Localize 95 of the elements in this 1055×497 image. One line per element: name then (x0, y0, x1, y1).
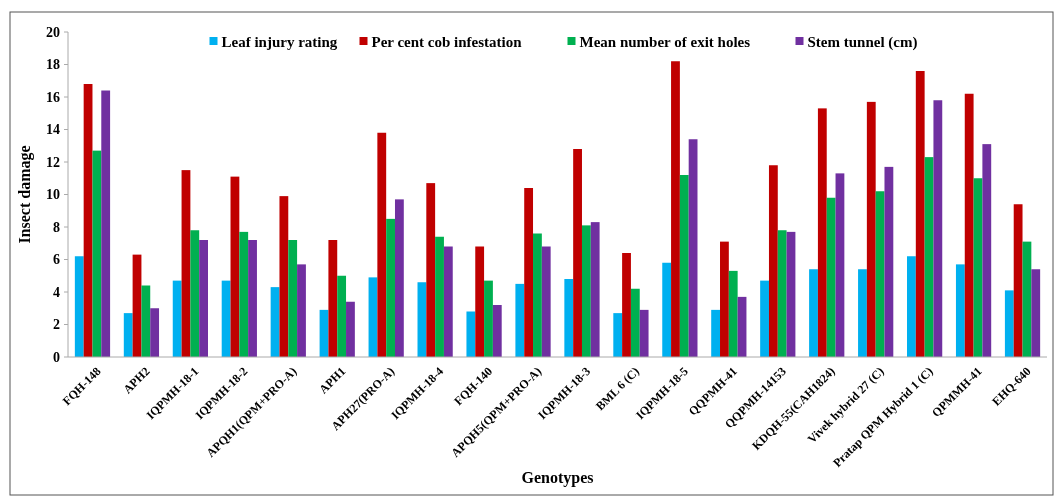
bar (573, 149, 582, 357)
bar (181, 170, 191, 357)
bar (435, 236, 444, 357)
legend-label: Mean number of exit holes (579, 34, 751, 51)
bar (728, 270, 738, 357)
bar (866, 101, 876, 357)
y-tick-label: 14 (46, 122, 60, 138)
bar (786, 231, 796, 357)
bar (221, 280, 231, 357)
bar (83, 84, 93, 357)
bar (817, 108, 827, 357)
bar (199, 240, 208, 357)
bar (858, 269, 867, 357)
legend-label: Per cent cob infestation (371, 34, 523, 51)
bar (150, 308, 160, 357)
bar (671, 61, 680, 357)
bar (622, 253, 631, 357)
bar (443, 246, 453, 357)
bar (132, 254, 142, 357)
y-tick-label: 4 (53, 284, 60, 300)
bar (279, 196, 289, 357)
bar (884, 166, 894, 357)
bar (581, 225, 591, 357)
bar (417, 282, 427, 357)
bar (679, 175, 689, 357)
bar (711, 309, 721, 357)
bar (337, 275, 347, 357)
bar (907, 256, 916, 357)
bar (835, 173, 845, 357)
bar (394, 199, 404, 357)
bar (662, 262, 672, 357)
bar (768, 165, 778, 357)
bar (92, 150, 102, 357)
bar (875, 191, 885, 357)
bar (777, 230, 787, 357)
bar (630, 288, 640, 357)
x-axis-title: Genotypes (521, 469, 594, 487)
bar (172, 280, 182, 357)
y-tick-label: 16 (46, 89, 60, 105)
legend-label: Leaf injury rating (221, 34, 338, 51)
bar (74, 256, 84, 357)
bar (973, 178, 983, 357)
bar (239, 231, 249, 357)
bar (492, 305, 502, 357)
y-tick-label: 12 (46, 154, 60, 170)
y-tick-label: 10 (46, 187, 60, 203)
bar (541, 246, 551, 357)
y-tick-label: 6 (53, 252, 60, 268)
y-axis-title: Insect damage (16, 145, 34, 244)
bar (933, 100, 943, 357)
bar (809, 269, 818, 357)
bar (426, 183, 436, 357)
bar (720, 241, 729, 357)
bar (466, 311, 476, 357)
bar (564, 279, 574, 357)
bar (1004, 290, 1014, 357)
bar (270, 287, 280, 357)
bar (230, 176, 240, 357)
bar (964, 93, 974, 357)
bar (1013, 204, 1023, 357)
bar (533, 233, 542, 357)
bar (515, 283, 525, 357)
bar (915, 71, 925, 357)
bar (377, 132, 387, 357)
bar (760, 280, 769, 357)
bar (955, 264, 965, 357)
bar (1031, 269, 1041, 357)
bar (475, 246, 485, 357)
y-tick-label: 2 (53, 317, 60, 333)
bar (639, 309, 649, 357)
bar (141, 285, 151, 357)
y-tick-label: 0 (53, 349, 60, 365)
bar (346, 301, 355, 357)
bar (328, 240, 338, 357)
y-tick-label: 8 (53, 219, 60, 235)
bar (924, 157, 934, 357)
y-tick-label: 18 (46, 57, 60, 73)
bar (982, 144, 992, 357)
y-tick-label: 20 (46, 24, 60, 40)
bar (826, 197, 836, 357)
bar (1022, 241, 1032, 357)
bar (484, 280, 493, 357)
bar (368, 277, 378, 357)
bar (524, 188, 534, 357)
bar (613, 313, 623, 357)
bar (590, 222, 600, 357)
bar (297, 264, 306, 357)
bar (386, 218, 395, 357)
bar (101, 90, 111, 357)
bar (123, 313, 133, 357)
legend-label: Stem tunnel (cm) (807, 34, 918, 52)
bar (190, 230, 200, 357)
bar (288, 240, 298, 357)
bar (248, 240, 257, 357)
bar (688, 139, 698, 357)
